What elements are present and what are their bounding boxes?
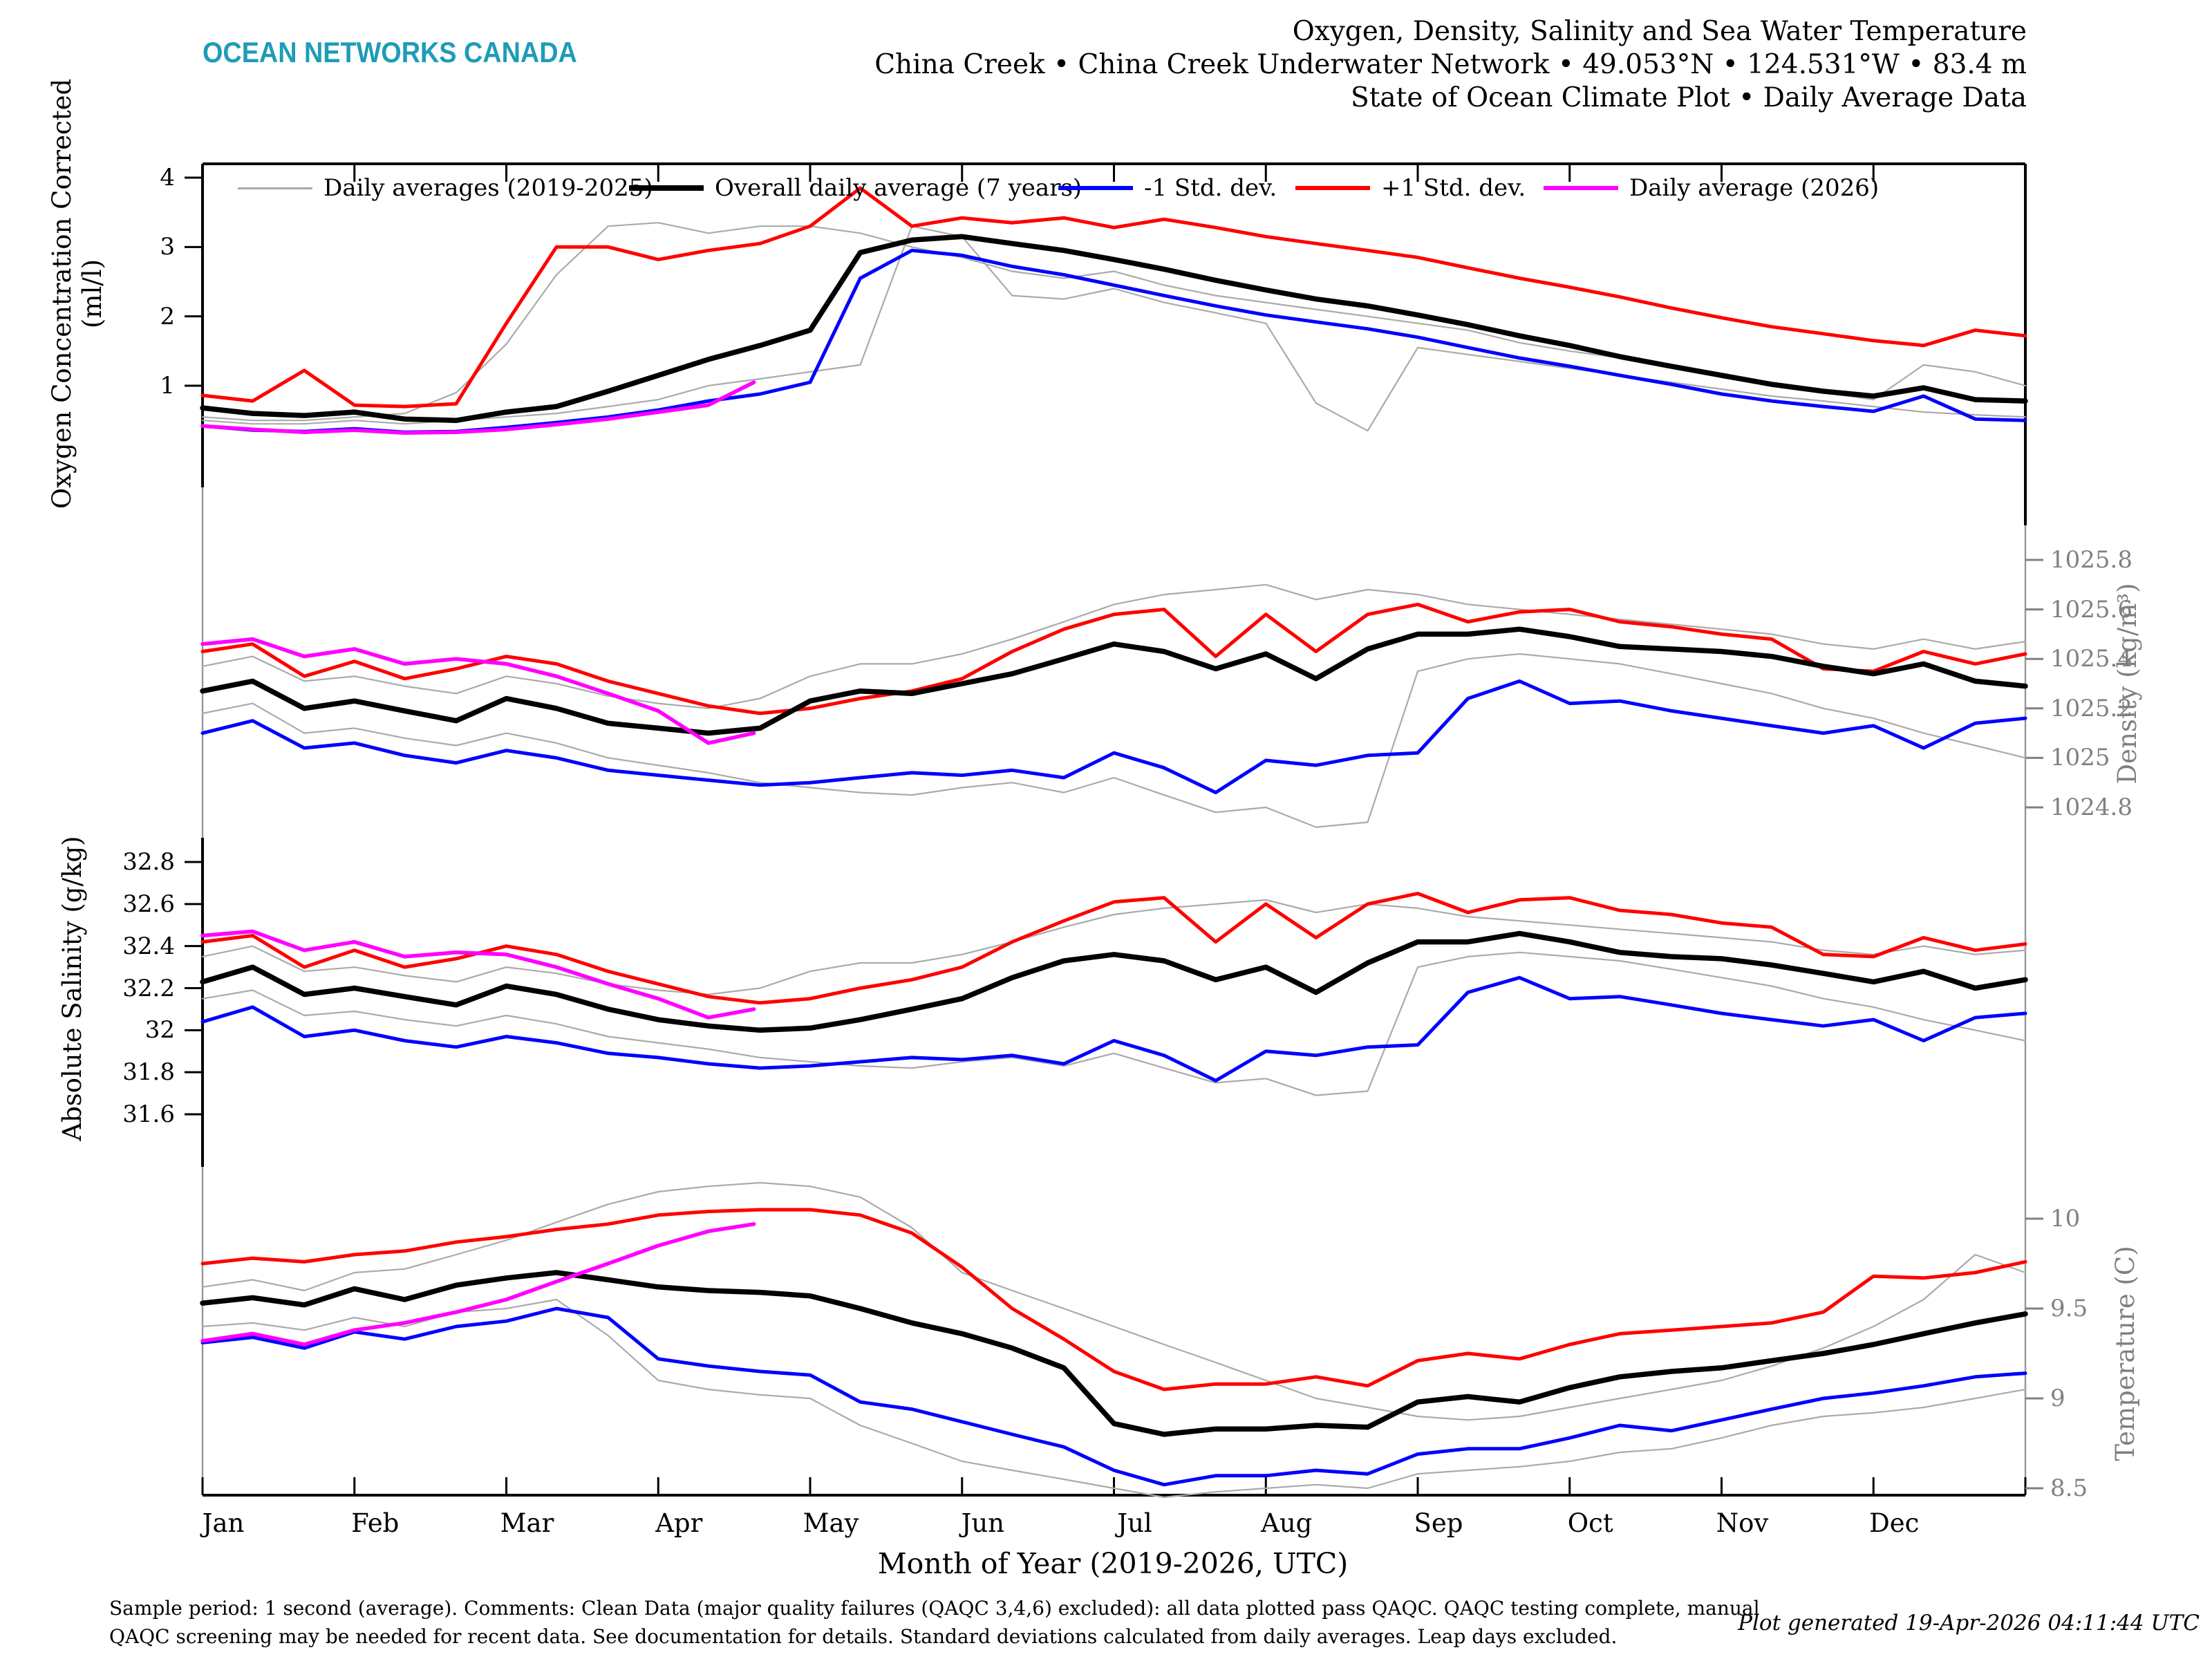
density-overall-mean-line [200,626,2028,736]
salinity-plus-1-std-line [200,892,2027,1005]
salinity-tick-label: 31.8 [122,1058,175,1087]
month-label-jun: Jun [961,1508,1005,1538]
oxygen-tick-label: 4 [160,164,175,191]
plot-title-line3: State of Ocean Climate Plot • Daily Aver… [1351,82,2027,113]
density-2026-daily-average-line [200,637,756,745]
temperature-daily-average-line-1 [201,1181,2027,1421]
salinity-minus-1-std-line [200,975,2027,1082]
temperature-tick-label: 9 [2050,1385,2065,1412]
legend-label: +1 Std. dev. [1381,174,1526,202]
oxygen-plus-1-std-line [200,186,2027,409]
plus-std-line-swatch [1295,186,1370,190]
legend-item-plus-std: +1 Std. dev. [1295,174,1526,202]
density-tick-label: 1025.6 [2050,595,2133,624]
density-tick-label: 1025.8 [2050,546,2133,574]
temperature-plus-1-std-line [200,1208,2027,1391]
legend-label: -1 Std. dev. [1144,174,1277,202]
daily-line-swatch [238,187,312,189]
temperature-2026-daily-average-line [200,1222,756,1347]
temperature-overall-mean-line [200,1270,2028,1437]
current-year-line-swatch [1544,186,1618,190]
plot-title-line2: China Creek • China Creek Underwater Net… [874,49,2027,80]
month-label-nov: Nov [1716,1508,1769,1538]
salinity-tick-label: 32.4 [122,932,175,960]
temperature-tick-label: 9.5 [2050,1295,2088,1322]
temperature-daily-average-line-2 [201,1298,2027,1499]
density-tick-label: 1025 [2050,744,2110,772]
density-daily-average-line-1 [201,583,2027,709]
salinity-tick-label: 32.8 [122,848,175,876]
density-minus-1-std-line [200,679,2027,794]
x-axis-title: Month of Year (2019-2026, UTC) [877,1547,1349,1580]
oxygen-minus-1-std-line [200,248,2027,434]
salinity-daily-average-line-1 [201,899,2027,995]
oxygen-axis-title-line1: Oxygen Concentration Corrected [47,78,77,509]
legend-item-2026: Daily average (2026) [1544,174,1879,202]
footer-line2: QAQC screening may be needed for recent … [109,1625,1618,1648]
oxygen-tick-label: 1 [160,372,175,400]
salinity-tick-label: 32.2 [122,974,175,1002]
plot-generated-timestamp: Plot generated 19-Apr-2026 04:11:44 UTC [1738,1611,2200,1635]
month-label-mar: Mar [500,1508,554,1538]
temperature-axis-title-text: Temperature (C) [2110,1246,2140,1461]
density-tick-label: 1025.4 [2050,645,2133,673]
salinity-tick-label: 32 [144,1016,175,1044]
legend-item-mean: Overall daily average (7 years) [629,174,1082,202]
density-tick-label: 1024.8 [2050,794,2133,821]
salinity-tick-label: 32.6 [122,890,175,918]
legend-label: Overall daily average (7 years) [715,174,1082,202]
mean-line-swatch [629,185,704,191]
oxygen-tick-label: 3 [160,233,175,261]
footer-line1: Sample period: 1 second (average). Comme… [109,1597,1760,1620]
oxygen-overall-mean-line [200,234,2028,423]
month-label-jan: Jan [202,1508,245,1538]
oxygen-tick-label: 2 [160,302,175,330]
salinity-overall-mean-line [200,930,2028,1033]
salinity-tick-label: 31.6 [122,1100,175,1128]
density-tick-label: 1025.2 [2050,694,2133,722]
month-label-sep: Sep [1414,1508,1463,1538]
month-label-may: May [803,1508,859,1538]
legend-item-minus-std: -1 Std. dev. [1058,174,1277,202]
plot-title-line1: Oxygen, Density, Salinity and Sea Water … [1292,16,2027,47]
salinity-axis-title-text: Absolute Salinity (g/kg) [57,836,87,1141]
temperature-tick-label: 8.5 [2050,1474,2088,1502]
density-daily-average-line-2 [201,653,2027,828]
month-label-aug: Aug [1261,1508,1313,1538]
salinity-daily-average-line-2 [201,951,2027,1096]
month-label-feb: Feb [351,1508,400,1538]
salinity-2026-daily-average-line [200,929,756,1020]
minus-std-line-swatch [1058,186,1133,190]
legend-label: Daily average (2026) [1629,174,1880,202]
temperature-minus-1-std-line [200,1306,2027,1487]
month-label-oct: Oct [1567,1508,1613,1538]
oxygen-daily-average-line-2 [201,225,2027,432]
month-label-apr: Apr [655,1508,703,1538]
month-label-jul: Jul [1117,1508,1152,1538]
oxygen-axis-title: Oxygen Concentration Corrected (ml/l) [47,79,108,509]
onc-logo: OCEAN NETWORKS CANADA [203,36,577,68]
oxygen-2026-daily-average-line [200,380,756,435]
density-plus-1-std-line [200,602,2027,715]
oxygen-axis-title-line2: (ml/l) [77,259,107,329]
salinity-axis-title: Absolute Salinity (g/kg) [57,836,88,1141]
month-label-dec: Dec [1869,1508,1920,1538]
legend-label: Daily averages (2019-2025) [324,174,653,202]
legend-item-daily: Daily averages (2019-2025) [238,174,653,202]
footer-comments: Sample period: 1 second (average). Comme… [109,1594,1760,1651]
plot-title-block: Oxygen, Density, Salinity and Sea Water … [874,15,2027,115]
temperature-tick-label: 10 [2050,1205,2081,1232]
temperature-axis-title: Temperature (C) [2110,1246,2141,1461]
